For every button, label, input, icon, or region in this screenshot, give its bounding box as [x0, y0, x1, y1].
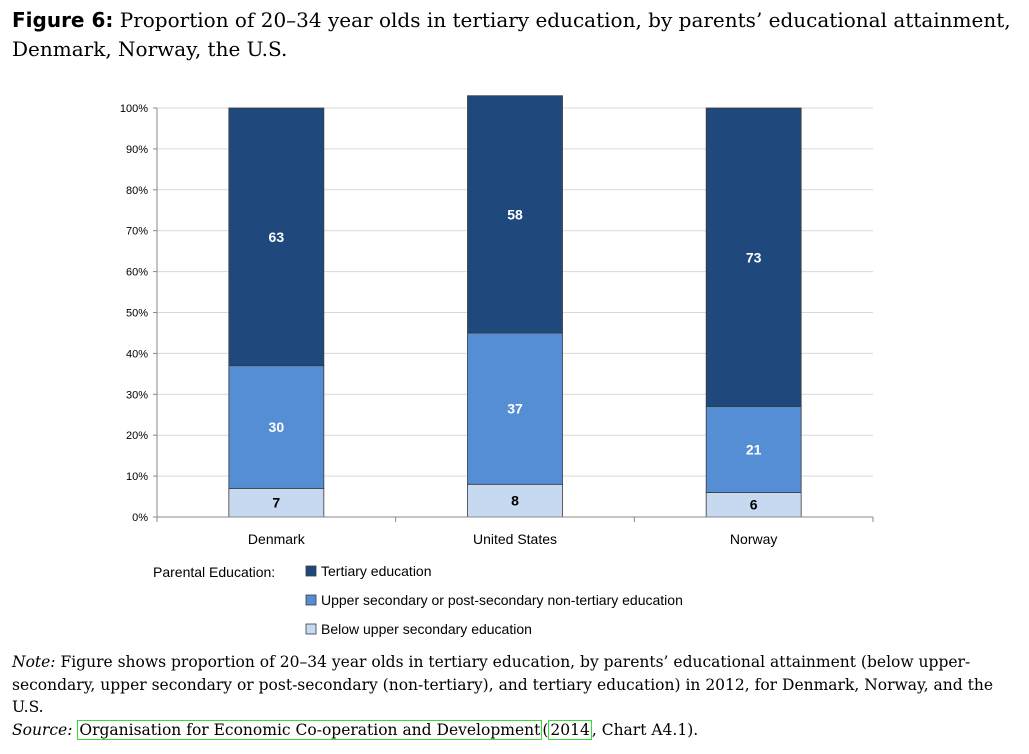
y-tick-label: 90%	[126, 144, 148, 156]
note-label: Note:	[12, 653, 56, 671]
source-label: Source:	[12, 720, 73, 739]
y-tick-label: 80%	[126, 185, 148, 197]
x-category-label: Norway	[730, 531, 777, 547]
y-tick-label: 70%	[126, 226, 148, 238]
y-tick-label: 0%	[132, 512, 148, 524]
bar-segment	[467, 332, 563, 485]
legend-swatch	[305, 565, 317, 577]
figure-title-text: Proportion of 20–34 year olds in tertiar…	[12, 8, 1011, 61]
source-org-link[interactable]: Organisation for Economic Co-operation a…	[77, 719, 543, 740]
data-label: 63	[269, 229, 285, 245]
legend-swatch	[305, 594, 317, 606]
note-text: Figure shows proportion of 20–34 year ol…	[12, 653, 994, 716]
data-label: 73	[746, 249, 762, 265]
data-label: 30	[269, 419, 285, 435]
y-tick-label: 40%	[126, 348, 148, 360]
data-label: 21	[746, 442, 762, 458]
y-tick-label: 10%	[126, 471, 148, 483]
data-label: 6	[750, 497, 758, 513]
figure-note: Note: Figure shows proportion of 20–34 y…	[12, 651, 1020, 741]
data-label: 37	[507, 401, 523, 417]
source-open-paren: (	[542, 720, 549, 739]
x-category-label: United States	[473, 531, 557, 547]
source-year-link[interactable]: 2014	[548, 719, 592, 740]
x-category-label: Denmark	[248, 531, 306, 547]
y-tick-label: 50%	[126, 308, 148, 320]
figure-title: Figure 6: Proportion of 20–34 year olds …	[12, 6, 1022, 64]
source-rest: , Chart A4.1).	[591, 720, 699, 739]
data-label: 7	[272, 495, 280, 511]
x-axis: Denmark United States Norway	[156, 516, 874, 547]
data-label: 58	[507, 206, 523, 222]
legend-item: Tertiary education	[321, 563, 432, 579]
stacked-bar-chart: 0% 10% 20% 30% 40% 50% 60% 70% 80% 90% 100% 7 30 63 8…	[120, 95, 874, 637]
data-label: 8	[511, 493, 519, 509]
figure-label: Figure 6:	[12, 8, 114, 32]
bars: 7 30 63 8 37 58 6 21 73	[228, 95, 802, 518]
bar-segment	[467, 95, 563, 334]
legend-swatch	[305, 623, 317, 635]
legend: Parental Education: Tertiary education Upp…	[153, 563, 683, 637]
y-tick-label: 100%	[120, 103, 148, 115]
legend-title: Parental Education:	[153, 564, 275, 580]
legend-item: Upper secondary or post-secondary non-te…	[321, 592, 683, 608]
bar-segment	[228, 365, 325, 489]
legend-item: Below upper secondary education	[321, 621, 532, 637]
y-axis: 0% 10% 20% 30% 40% 50% 60% 70% 80% 90% 100%	[120, 103, 158, 524]
bar-segment	[228, 107, 325, 367]
y-tick-label: 60%	[126, 267, 148, 279]
y-tick-label: 30%	[126, 389, 148, 401]
bar-segment	[705, 107, 802, 407]
y-tick-label: 20%	[126, 430, 148, 442]
